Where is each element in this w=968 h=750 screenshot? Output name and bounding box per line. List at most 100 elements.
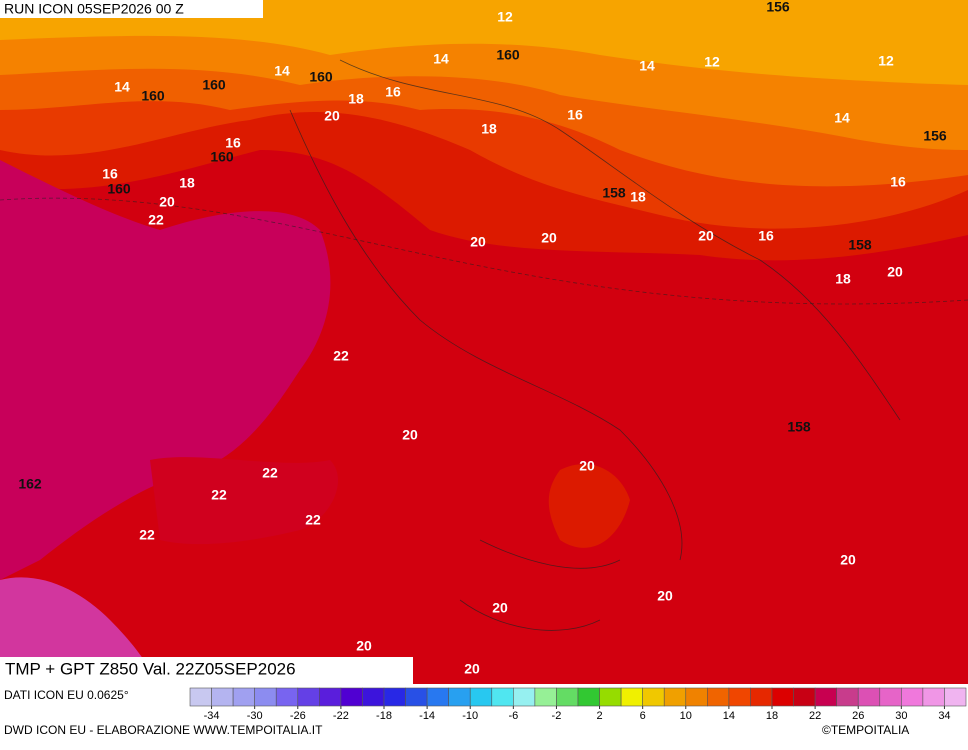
legend-tick-label: 14	[723, 710, 735, 722]
legend-swatch	[513, 687, 536, 707]
height-label: 156	[923, 128, 947, 144]
legend-swatch	[901, 687, 924, 707]
legend-tick-label: 6	[640, 710, 646, 722]
legend-swatch	[663, 687, 687, 707]
legend-swatch	[707, 687, 730, 707]
legend-swatch	[319, 687, 342, 707]
title-box	[0, 657, 413, 684]
height-label: 160	[496, 47, 520, 63]
temperature-label: 12	[497, 9, 513, 25]
temperature-label: 22	[211, 487, 227, 503]
temperature-label: 20	[324, 108, 340, 124]
temperature-label: 22	[305, 512, 321, 528]
legend-swatch	[599, 687, 622, 707]
legend-swatch	[340, 687, 363, 707]
legend-swatch	[491, 687, 514, 707]
legend-swatch	[275, 687, 299, 707]
temperature-label: 20	[492, 600, 508, 616]
legend-swatch	[383, 687, 406, 707]
color-legend: -34 -30 -26 -22 -18 -14 -10 -6 -2 2 6 10 14 18 22 26 30 3…	[189, 687, 967, 722]
temperature-label: 14	[834, 110, 850, 126]
legend-tick-label: 10	[680, 710, 692, 722]
temperature-label: 14	[433, 51, 449, 67]
legend-tick-label: 34	[938, 710, 950, 722]
height-label: 158	[787, 419, 811, 435]
legend-tick-label: -14	[419, 710, 435, 722]
temperature-label: 16	[567, 107, 583, 123]
height-label: 158	[848, 237, 872, 253]
temperature-label: 18	[630, 189, 646, 205]
temperature-label: 20	[159, 194, 175, 210]
legend-swatch	[362, 687, 385, 707]
temperature-label: 16	[758, 228, 774, 244]
legend-swatch	[771, 687, 794, 707]
legend-swatch	[620, 687, 643, 707]
legend-swatch	[944, 687, 967, 707]
temperature-label: 18	[481, 121, 497, 137]
temperature-label: 18	[348, 91, 364, 107]
legend-tick-label: -10	[462, 710, 478, 722]
legend-swatch	[814, 687, 837, 707]
height-label: 160	[107, 181, 131, 197]
legend-swatch	[922, 687, 945, 707]
height-label: 160	[210, 149, 234, 165]
legend-tick-label: -22	[333, 710, 349, 722]
legend-swatch	[556, 687, 579, 707]
temperature-label: 20	[470, 234, 486, 250]
legend-tick-label: -30	[247, 710, 263, 722]
temperature-label: 20	[402, 427, 418, 443]
run-header: RUN ICON 05SEP2026 00 Z	[4, 1, 184, 17]
height-label: 160	[309, 69, 333, 85]
height-label: 160	[202, 77, 226, 93]
temperature-label: 14	[639, 58, 655, 74]
legend-tick-label: -2	[552, 710, 562, 722]
temperature-label: 20	[579, 458, 595, 474]
legend-swatch	[426, 687, 449, 707]
legend-swatch	[728, 687, 751, 707]
temperature-label: 20	[464, 661, 480, 677]
legend-swatch	[857, 687, 881, 707]
height-label: 160	[141, 88, 165, 104]
temperature-label: 18	[835, 271, 851, 287]
legend-swatch	[750, 687, 773, 707]
legend-swatch	[189, 687, 212, 707]
legend-swatch	[836, 687, 859, 707]
temperature-label: 20	[698, 228, 714, 244]
legend-swatch	[297, 687, 320, 707]
copyright-text: ©TEMPOITALIA	[822, 723, 909, 737]
temperature-label: 20	[657, 588, 673, 604]
temperature-label: 16	[890, 174, 906, 190]
map-title: TMP + GPT Z850 Val. 22Z05SEP2026	[5, 659, 296, 678]
temperature-label: 22	[139, 527, 155, 543]
temperature-label: 12	[704, 54, 720, 70]
temperature-label: 16	[102, 166, 118, 182]
legend-swatch	[642, 687, 665, 707]
temperature-label: 22	[333, 348, 349, 364]
temperature-label: 18	[179, 175, 195, 191]
legend-swatch	[534, 687, 557, 707]
legend-tick-label: 18	[766, 710, 778, 722]
temperature-label: 12	[878, 53, 894, 69]
legend-swatch	[448, 687, 471, 707]
header-box	[0, 0, 263, 18]
height-label: 158	[602, 185, 626, 201]
legend-tick-label: -6	[508, 710, 518, 722]
legend-swatch	[405, 687, 428, 707]
temperature-label: 16	[225, 135, 241, 151]
source-text: DATI ICON EU 0.0625°	[4, 688, 129, 702]
height-label: 162	[18, 476, 42, 492]
temperature-label: 22	[148, 212, 164, 228]
legend-swatch	[469, 687, 493, 707]
legend-swatch	[685, 687, 708, 707]
legend-swatch	[254, 687, 277, 707]
temperature-label: 20	[840, 552, 856, 568]
map-fields	[0, 0, 968, 685]
temperature-label: 14	[274, 63, 290, 79]
temperature-label: 14	[114, 79, 130, 95]
legend-tick-label: -34	[204, 710, 220, 722]
legend-tick-label: -26	[290, 710, 306, 722]
legend-tick-label: 30	[895, 710, 907, 722]
credit-text: DWD ICON EU - ELABORAZIONE WWW.TEMPOITAL…	[4, 723, 323, 737]
